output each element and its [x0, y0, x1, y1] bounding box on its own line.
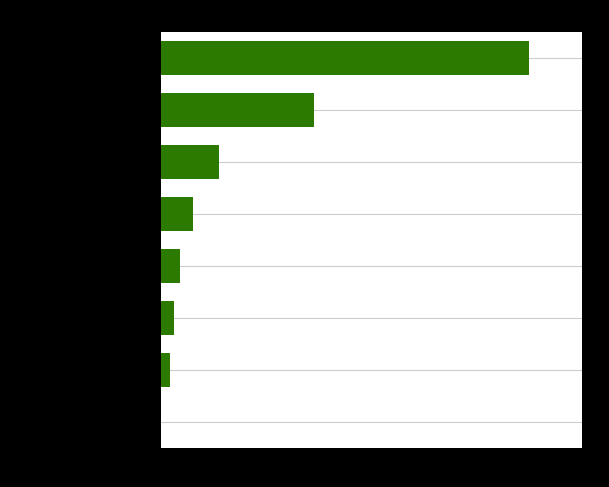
Bar [161, 145, 219, 179]
Bar [161, 93, 314, 127]
Bar [161, 41, 529, 75]
Bar [161, 249, 180, 283]
Bar [161, 301, 174, 335]
Bar [161, 197, 193, 231]
Bar [161, 353, 170, 387]
